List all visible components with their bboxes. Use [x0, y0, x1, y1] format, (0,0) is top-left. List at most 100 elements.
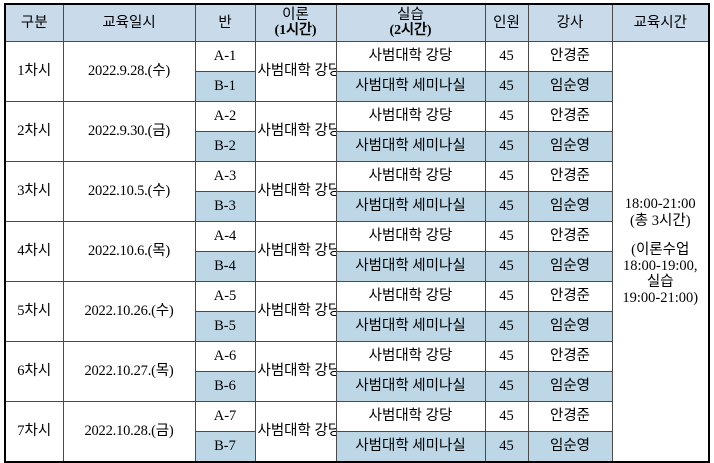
table-row: B-7 사범대학 세미나실 45 임순영	[5, 431, 709, 463]
cell-count: 45	[484, 101, 529, 132]
cell-gubun: 4차시	[4, 221, 64, 282]
education-time-line5: 실습	[646, 274, 674, 291]
cell-teacher: 임순영	[527, 191, 613, 222]
cell-teacher: 안경준	[527, 161, 613, 192]
header-theory: 이론 (1시간)	[254, 3, 337, 42]
education-schedule-table: 구분 교육일시 반 이론 (1시간) 실습 (2시간) 인원 강사 교육시간 1…	[4, 3, 710, 463]
table-row: 5차시 2022.10.26.(수) A-5 사범대학 강당 사범대학 강당 45 안경준	[4, 281, 709, 342]
cell-date: 2022.10.26.(수)	[62, 281, 196, 342]
cell-teacher: 안경준	[527, 401, 613, 432]
cell-date: 2022.10.28.(금)	[62, 401, 196, 463]
table-row: 2차시 2022.9.30.(금) A-2 사범대학 강당 사범대학 강당 45 안경준	[4, 101, 709, 162]
table-header: 구분 교육일시 반 이론 (1시간) 실습 (2시간) 인원 강사 교육시간	[4, 3, 710, 42]
table-row: B-6 사범대학 세미나실 45 임순영	[5, 371, 709, 402]
header-teacher: 강사	[527, 3, 613, 42]
header-ban: 반	[194, 3, 256, 42]
cell-practice-location: 사범대학 강당	[335, 161, 486, 192]
header-theory-sub: (1시간)	[274, 23, 317, 39]
cell-gubun: 1차시	[4, 41, 64, 102]
cell-practice-location: 사범대학 강당	[335, 341, 486, 372]
cell-count: 45	[484, 401, 529, 432]
cell-ban: B-1	[194, 71, 256, 102]
header-date: 교육일시	[62, 3, 196, 42]
cell-count: 45	[484, 41, 529, 72]
cell-ban: B-2	[194, 131, 256, 162]
cell-teacher: 안경준	[527, 341, 613, 372]
cell-ban: A-6	[194, 341, 256, 372]
cell-gubun: 3차시	[4, 161, 64, 222]
cell-practice-location: 사범대학 세미나실	[335, 251, 486, 282]
cell-practice-location: 사범대학 강당	[335, 401, 486, 432]
cell-gubun: 6차시	[4, 341, 64, 402]
education-time-line4: 18:00-19:00,	[622, 258, 698, 274]
table-body: 1차시 2022.9.28.(수) A-1 사범대학 강당 사범대학 강당 45 안경준 18…	[4, 41, 710, 463]
cell-teacher: 임순영	[527, 131, 613, 162]
header-gubun: 구분	[4, 3, 64, 42]
table-row: 7차시 2022.10.28.(금) A-7 사범대학 강당 사범대학 강당 45 안경준	[4, 401, 709, 463]
cell-date: 2022.9.28.(수)	[62, 41, 196, 102]
cell-ban: B-4	[194, 251, 256, 282]
cell-ban: A-5	[194, 281, 256, 312]
cell-practice-location: 사범대학 세미나실	[335, 431, 486, 463]
cell-teacher: 안경준	[527, 101, 613, 132]
cell-count: 45	[484, 431, 529, 463]
cell-date: 2022.10.5.(수)	[62, 161, 196, 222]
cell-count: 45	[484, 131, 529, 162]
header-practice: 실습 (2시간)	[335, 3, 486, 42]
cell-practice-location: 사범대학 강당	[335, 41, 486, 72]
cell-date: 2022.10.6.(목)	[62, 221, 196, 282]
cell-count: 45	[484, 371, 529, 402]
cell-teacher: 안경준	[527, 41, 613, 72]
education-time-spacer	[615, 229, 707, 242]
education-time-line1: 18:00-21:00	[624, 196, 696, 213]
table-row: B-1 사범대학 세미나실 45 임순영	[5, 71, 709, 102]
cell-teacher: 임순영	[527, 431, 613, 463]
cell-theory-location: 사범대학 강당	[254, 221, 337, 282]
cell-teacher: 안경준	[527, 281, 613, 312]
cell-ban: B-5	[194, 311, 256, 342]
cell-count: 45	[484, 221, 529, 252]
cell-teacher: 임순영	[527, 251, 613, 282]
cell-theory-location: 사범대학 강당	[254, 41, 337, 102]
cell-count: 45	[484, 311, 529, 342]
header-practice-main: 실습	[397, 7, 424, 24]
cell-practice-location: 사범대학 세미나실	[335, 71, 486, 102]
cell-ban: A-4	[194, 221, 256, 252]
cell-practice-location: 사범대학 세미나실	[335, 131, 486, 162]
cell-count: 45	[484, 161, 529, 192]
cell-teacher: 임순영	[527, 371, 613, 402]
cell-teacher: 임순영	[527, 71, 613, 102]
cell-practice-location: 사범대학 세미나실	[335, 371, 486, 402]
education-time-line6: 19:00-21:00)	[622, 290, 699, 307]
header-row: 구분 교육일시 반 이론 (1시간) 실습 (2시간) 인원 강사 교육시간	[4, 3, 710, 42]
cell-practice-location: 사범대학 강당	[335, 221, 486, 252]
cell-date: 2022.10.27.(목)	[62, 341, 196, 402]
cell-practice-location: 사범대학 강당	[335, 281, 486, 312]
cell-ban: A-2	[194, 101, 256, 132]
cell-theory-location: 사범대학 강당	[254, 341, 337, 402]
table-row: 1차시 2022.9.28.(수) A-1 사범대학 강당 사범대학 강당 45 안경준 18…	[4, 41, 710, 463]
table-row: 3차시 2022.10.5.(수) A-3 사범대학 강당 사범대학 강당 45 안경준	[4, 161, 709, 222]
header-theory-main: 이론	[282, 7, 309, 24]
cell-date: 2022.9.30.(금)	[62, 101, 196, 162]
cell-theory-location: 사범대학 강당	[254, 401, 337, 463]
cell-gubun: 7차시	[4, 401, 64, 463]
table-row: 6차시 2022.10.27.(목) A-6 사범대학 강당 사범대학 강당 45 안경준	[4, 341, 709, 402]
cell-count: 45	[484, 71, 529, 102]
cell-count: 45	[484, 191, 529, 222]
cell-ban: B-6	[194, 371, 256, 402]
cell-theory-location: 사범대학 강당	[254, 281, 337, 342]
cell-count: 45	[484, 281, 529, 312]
table-row: B-5 사범대학 세미나실 45 임순영	[5, 311, 709, 342]
table-row: 4차시 2022.10.6.(목) A-4 사범대학 강당 사범대학 강당 45 안경준	[4, 221, 709, 282]
cell-education-time: 18:00-21:00 (총 3시간) (이론수업 18:00-19:00, 실습 19:…	[611, 41, 710, 463]
cell-theory-location: 사범대학 강당	[254, 101, 337, 162]
cell-count: 45	[484, 341, 529, 372]
cell-teacher: 임순영	[527, 311, 613, 342]
header-practice-sub: (2시간)	[389, 23, 432, 39]
cell-ban: A-7	[194, 401, 256, 432]
cell-gubun: 2차시	[4, 101, 64, 162]
cell-practice-location: 사범대학 세미나실	[335, 191, 486, 222]
header-count: 인원	[484, 3, 529, 42]
